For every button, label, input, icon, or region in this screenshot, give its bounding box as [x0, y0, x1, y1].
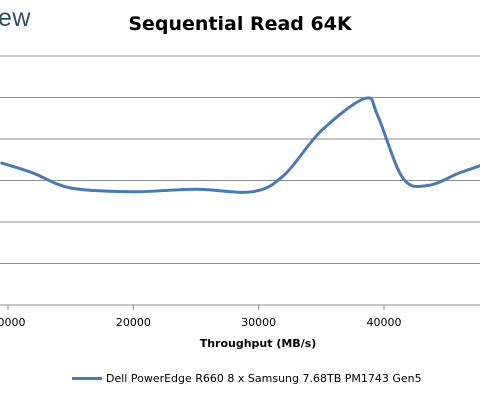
x-axis	[0, 304, 480, 310]
x-tick-label: 30000	[241, 316, 276, 329]
legend: Dell PowerEdge R660 8 x Samsung 7.68TB P…	[72, 372, 422, 385]
series-lines	[0, 96, 480, 194]
x-tick-label: 10000	[0, 316, 26, 329]
x-tick-label: 40000	[367, 316, 402, 329]
logo-text-fragment: ew	[0, 4, 31, 32]
legend-entry-label: Dell PowerEdge R660 8 x Samsung 7.68TB P…	[106, 372, 422, 385]
x-tick-labels: 10000 20000 30000 40000	[0, 316, 402, 329]
x-tick-label: 20000	[116, 316, 151, 329]
chart-title: Sequential Read 64K	[128, 13, 352, 35]
series-line	[0, 96, 480, 194]
x-axis-label: Throughput (MB/s)	[199, 337, 317, 350]
gridlines	[0, 55, 480, 264]
legend-swatch	[72, 377, 102, 380]
